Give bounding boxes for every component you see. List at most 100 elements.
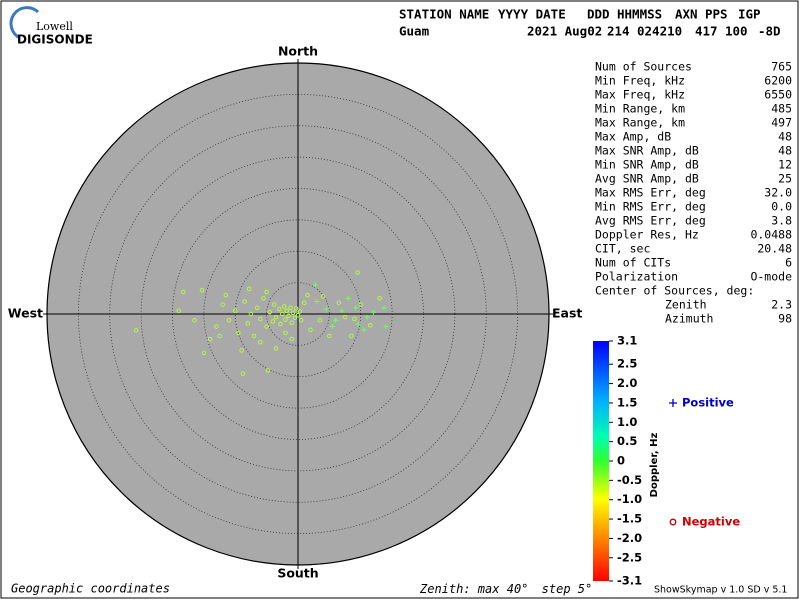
colorbar-tick-label: 3.1 [617,334,637,348]
logo-arc [9,6,40,40]
source-circle [342,314,348,320]
source-circle [305,292,310,298]
center-value: 2.3 [771,298,792,312]
header-field: DDD [587,7,610,22]
source-circle [245,321,251,326]
compass-west: West [8,306,43,321]
stat-label: Max SNR Amp, dB [595,144,699,158]
stat-value: O-mode [750,270,792,284]
source-circle [242,299,247,304]
header-value: 2021 Aug02 [527,24,602,39]
header-field: HHMMSS [617,7,662,22]
source-plus [383,324,389,330]
source-circle [320,294,326,299]
center-label: Azimuth [665,312,713,326]
source-circle [133,328,139,333]
unit: ° [521,582,528,596]
header-field: PPS [705,7,728,22]
header-field: IGP [738,7,761,22]
legend-marker [669,399,677,407]
source-circle [276,306,282,312]
source-circle [327,333,332,339]
zenith-max: 40 [507,582,521,596]
source-plus [330,324,336,330]
stat-label: Min RMS Err, deg [595,200,706,214]
source-circle [358,302,364,307]
colorbar-tick-label: -1.0 [617,492,642,506]
colorbar-tick-label: -0.5 [617,473,642,487]
stat-value: 0.0488 [750,228,792,242]
source-circle [336,300,342,305]
stat-label: Polarization [595,270,678,284]
source-circle [377,296,382,301]
legend-label: Negative [682,515,740,529]
source-circle [317,318,323,323]
header-value: 214 [607,24,630,39]
source-circle [288,305,293,310]
legend-marker [669,518,677,526]
stat-label: Min Freq, kHz [595,74,685,88]
colorbar [593,341,609,581]
source-plus [339,308,345,314]
colorbar-tick-label: -3.1 [617,574,642,588]
source-circle [278,321,283,327]
source-plus [361,327,367,333]
stat-label: Avg SNR Amp, dB [595,172,699,186]
stat-value: 485 [771,102,792,116]
compass-north: North [278,44,318,59]
source-plus [355,321,361,327]
source-plus [364,314,370,320]
source-circle [265,368,271,373]
source-plus [333,317,339,323]
header-value: Guam [399,24,430,39]
source-circle [284,308,289,314]
stat-value: 765 [771,60,792,74]
source-circle [273,346,279,351]
source-circle [248,311,254,317]
source-circle [254,305,260,310]
source-circle [226,318,232,323]
source-circle [261,296,266,301]
source-circle [220,302,225,307]
stat-label: Max Amp, dB [595,130,671,144]
step-label: step [542,582,571,596]
source-circle [352,316,357,322]
footer-version: ShowSkymap v 1.0 SD v 5.1 [654,585,787,596]
source-circle [264,289,269,295]
source-plus [323,306,329,312]
colorbar-tick-label: 1.5 [617,395,637,409]
header-field: YYYY DATE [498,7,566,22]
stat-value: 20.48 [757,242,792,256]
source-circle [258,316,263,322]
source-circle [192,318,197,323]
source-circle [217,333,222,339]
center-title: Center of Sources, deg: [595,284,754,298]
source-plus [313,282,319,288]
footer-zenith: Zenith: max 40° step 5° [419,582,592,596]
source-circle [176,308,182,314]
stat-label: Num of Sources [595,60,692,74]
footer-coordinates: Geographic coordinates [11,582,170,596]
header-field: AXN [675,7,698,22]
colorbar-tick-label: -2.0 [617,531,642,545]
source-plus [345,295,351,301]
legend-label: Positive [682,396,734,410]
source-circle [239,348,244,353]
stat-label: Avg RMS Err, deg [595,214,706,228]
stat-label: CIT, sec [595,242,650,256]
stat-value: 3.8 [771,214,792,228]
source-circle [180,289,186,295]
source-circle [289,320,294,326]
logo-top: Lowell [36,20,73,33]
stat-value: 0.0 [771,200,792,214]
unit: ° [585,582,592,596]
source-circle [271,302,277,307]
stat-label: Doppler Res, Hz [595,228,699,242]
zenith-step: 5 [578,582,585,596]
compass-south: South [277,566,318,581]
source-circle [223,292,229,298]
colorbar-tick-label: 0 [617,454,625,468]
stat-label: Num of CITs [595,256,671,270]
stat-value: 12 [778,158,792,172]
